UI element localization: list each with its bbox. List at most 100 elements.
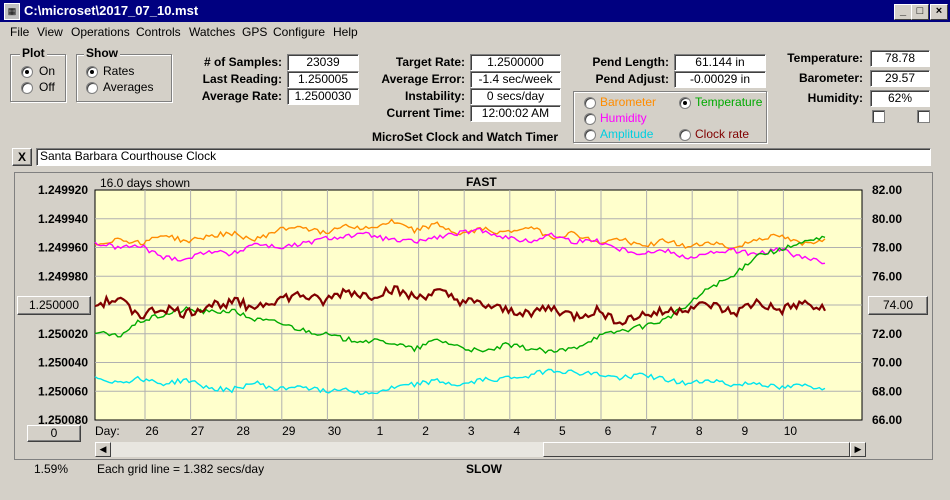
left-tick-label: 1.249920 <box>38 183 88 197</box>
x-tick-label: 30 <box>328 424 342 438</box>
temperature-option-label: Temperature <box>695 95 763 109</box>
right-tick-label: 80.00 <box>872 212 902 226</box>
window-title: C:\microset\2017_07_10.mst <box>24 3 199 18</box>
show-averages-label: Averages <box>103 80 154 94</box>
pend-adjust-label: Pend Adjust: <box>595 72 669 86</box>
menu-file[interactable]: File <box>10 25 30 39</box>
clock-rate-option-label: Clock rate <box>695 127 750 141</box>
menu-bar: File View Operations Controls Watches GP… <box>0 22 950 42</box>
left-tick-label: 1.250040 <box>38 356 88 370</box>
series-lines <box>94 218 826 396</box>
barometer-series-line <box>94 218 826 251</box>
menu-controls[interactable]: Controls <box>136 25 181 39</box>
samples-value: 23039 <box>287 54 359 71</box>
show-averages-radio[interactable] <box>86 82 98 94</box>
target-rate-label: Target Rate: <box>395 55 465 69</box>
humidity-option-label: Humidity <box>600 111 647 125</box>
right-tick-label: 68.00 <box>872 384 902 398</box>
show-group <box>76 54 172 102</box>
left-tick-label: 1.250020 <box>38 327 88 341</box>
scroll-left-arrow-icon[interactable]: ◀ <box>95 442 111 457</box>
plot-on-radio[interactable] <box>21 66 33 78</box>
left-tick-label: 1.250060 <box>38 384 88 398</box>
instability-value: 0 secs/day <box>470 88 561 105</box>
average-rate-value: 1.2500030 <box>287 88 359 105</box>
left-axis-ticks: 1.249920 1.249940 1.249960 1.249980 1.250020… <box>38 183 88 427</box>
last-reading-label: Last Reading: <box>202 72 282 86</box>
right-tick-label: 82.00 <box>872 183 902 197</box>
clock-rate-radio[interactable] <box>679 129 691 141</box>
scroll-right-arrow-icon[interactable]: ▶ <box>850 442 866 457</box>
right-axis-ticks: 82.00 80.00 78.00 76.00 72.00 70.00 68.00 66.00 <box>872 183 902 427</box>
plot-group-title: Plot <box>20 46 47 60</box>
current-time-value: 12:00:02 AM <box>470 105 561 122</box>
menu-view[interactable]: View <box>37 25 63 39</box>
x-tick-label: 10 <box>784 424 798 438</box>
plot-frame <box>14 172 933 460</box>
clear-note-button[interactable]: X <box>12 148 32 166</box>
plot-on-label: On <box>39 64 56 78</box>
average-rate-label: Average Rate: <box>201 89 282 103</box>
amplitude-radio[interactable] <box>584 129 596 141</box>
pend-adjust-value: -0.00029 in <box>674 71 766 88</box>
title-bar: ▦ C:\microset\2017_07_10.mst _ □ × <box>0 0 950 22</box>
x-tick-label: 8 <box>696 424 703 438</box>
scroll-thumb[interactable] <box>543 442 850 457</box>
menu-watches[interactable]: Watches <box>189 25 236 39</box>
left-tick-label: 1.249960 <box>38 241 88 255</box>
right-center-button[interactable]: 74.00 <box>868 296 928 315</box>
barometer-radio[interactable] <box>584 97 596 109</box>
left-tick-label: 1.249980 <box>38 269 88 283</box>
bottom-left-button[interactable]: 0 <box>27 425 81 442</box>
right-tick-label: 72.00 <box>872 327 902 341</box>
humidity-series-line <box>94 227 826 265</box>
barometer-option-label: Barometer <box>600 95 657 109</box>
humidity-value: 62% <box>870 90 930 107</box>
day-label: Day: <box>95 424 120 438</box>
current-time-label: Current Time: <box>386 106 465 120</box>
x-tick-label: 29 <box>282 424 296 438</box>
last-reading-value: 1.250005 <box>287 71 359 88</box>
right-axis-checkbox[interactable] <box>917 110 930 123</box>
menu-help[interactable]: Help <box>333 25 358 39</box>
barometer-label: Barometer: <box>798 71 863 85</box>
right-tick-label: 78.00 <box>872 241 902 255</box>
bottom-left-percent: 1.59% <box>34 462 69 476</box>
x-axis-ticks: 26 27 28 29 30 1 2 3 4 5 6 7 8 9 10 <box>145 424 797 438</box>
x-tick-label: 2 <box>422 424 429 438</box>
left-center-button[interactable]: 1.250000 <box>17 296 91 315</box>
average-error-label: Average Error: <box>381 72 465 86</box>
x-tick-label: 4 <box>513 424 520 438</box>
left-axis-checkbox[interactable] <box>872 110 885 123</box>
humidity-radio[interactable] <box>584 113 596 125</box>
aux-plot-group <box>573 91 767 143</box>
humidity-label: Humidity: <box>807 91 863 105</box>
x-tick-label: 7 <box>650 424 657 438</box>
note-field[interactable]: Santa Barbara Courthouse Clock <box>36 148 931 166</box>
app-icon: ▦ <box>4 3 20 20</box>
menu-operations[interactable]: Operations <box>71 25 130 39</box>
menu-gps[interactable]: GPS <box>242 25 268 39</box>
plot-off-radio[interactable] <box>21 82 33 94</box>
slow-label: SLOW <box>466 462 502 476</box>
temperature-label: Temperature: <box>787 51 863 65</box>
show-rates-radio[interactable] <box>86 66 98 78</box>
barometer-value: 29.57 <box>870 70 930 87</box>
x-tick-label: 3 <box>468 424 475 438</box>
temperature-radio[interactable] <box>679 97 691 109</box>
show-group-title: Show <box>84 46 120 60</box>
menu-configure[interactable]: Configure <box>273 25 326 39</box>
close-window-button[interactable]: × <box>930 4 948 20</box>
left-tick-label: 1.249940 <box>38 212 88 226</box>
target-rate-value: 1.2500000 <box>470 54 561 71</box>
right-tick-label: 66.00 <box>872 413 902 427</box>
amplitude-series-line <box>94 368 826 396</box>
x-tick-label: 27 <box>191 424 205 438</box>
pend-length-value: 61.144 in <box>674 54 766 71</box>
maximize-button[interactable]: □ <box>911 4 929 20</box>
right-tick-label: 70.00 <box>872 356 902 370</box>
grid-lines <box>95 190 862 420</box>
temperature-series-line <box>94 235 826 354</box>
clock-rate-series-line <box>94 285 826 326</box>
